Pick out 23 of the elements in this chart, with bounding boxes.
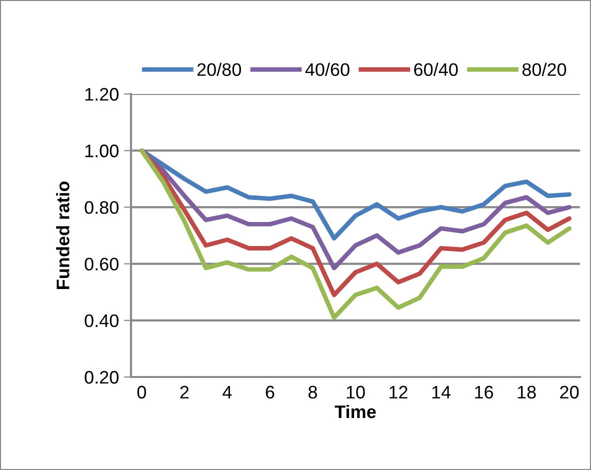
legend-label: 20/80: [197, 62, 242, 76]
y-tick-label: 1.20: [85, 88, 118, 101]
y-tick-label: 0.40: [84, 314, 118, 328]
x-tick-label: 12: [390, 386, 408, 398]
x-tick-label: 10: [346, 386, 365, 399]
x-tick-label: 8: [308, 386, 317, 399]
x-tick-label: 16: [475, 386, 494, 399]
x-tick-label: 18: [518, 386, 536, 399]
y-tick-label: 0.80: [84, 201, 118, 214]
x-tick-label: 4: [222, 386, 232, 398]
x-tick-label: 20: [560, 386, 579, 399]
y-tick-label: 0.20: [84, 370, 118, 384]
x-axis-title: Time: [334, 404, 376, 418]
y-axis-title: Funded ratio: [56, 182, 70, 289]
x-tick-label: 6: [266, 386, 274, 399]
legend-label: 40/60: [305, 62, 350, 76]
y-tick-label: 0.60: [84, 258, 118, 271]
x-tick-label: 14: [432, 386, 451, 398]
x-tick-label: 0: [137, 386, 146, 399]
legend-label: 80/20: [522, 62, 566, 76]
x-tick-label: 2: [180, 386, 189, 398]
y-tick-label: 1.00: [85, 144, 118, 158]
legend-label: 60/40: [414, 62, 458, 76]
